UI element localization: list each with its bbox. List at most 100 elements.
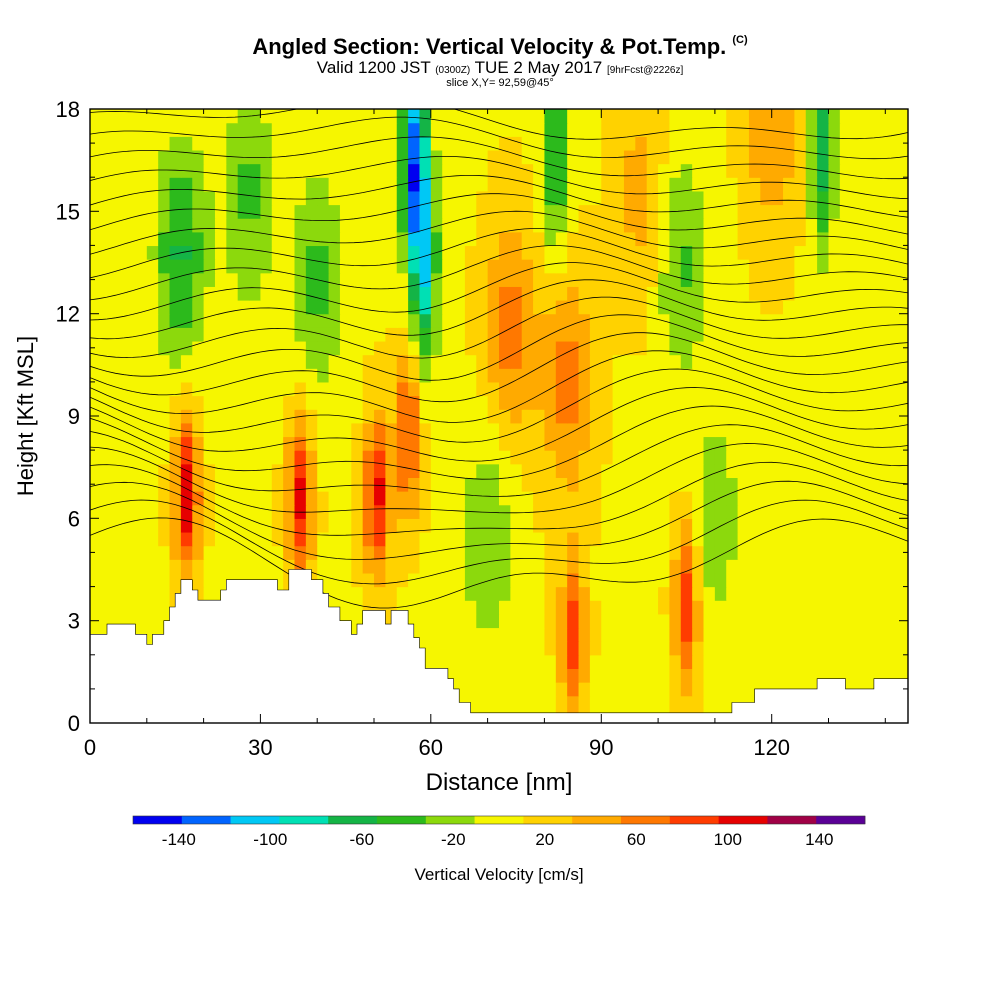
velocity-cell (748, 491, 761, 506)
velocity-cell (533, 409, 546, 424)
velocity-cell (589, 259, 602, 274)
velocity-cell (623, 163, 636, 178)
velocity-cell (112, 559, 125, 574)
velocity-cell (760, 177, 773, 192)
velocity-cell (158, 586, 171, 601)
velocity-cell (646, 559, 659, 574)
velocity-cell (271, 463, 284, 478)
velocity-cell (453, 381, 466, 397)
velocity-cell (805, 491, 818, 506)
velocity-cell (703, 627, 716, 642)
velocity-cell (351, 149, 364, 165)
velocity-cell (351, 327, 364, 342)
velocity-cell (124, 286, 137, 301)
velocity-cell (623, 122, 636, 137)
velocity-cell (374, 600, 386, 615)
velocity-cell (646, 149, 659, 165)
velocity-cell (703, 190, 716, 206)
velocity-cell (180, 354, 193, 369)
velocity-cell (203, 190, 216, 206)
velocity-cell (669, 545, 682, 560)
velocity-cell (124, 136, 137, 151)
velocity-cell (521, 491, 534, 506)
velocity-cell (499, 559, 511, 574)
velocity-cell (339, 245, 352, 260)
velocity-cell (589, 122, 602, 137)
velocity-cell (680, 695, 693, 710)
velocity-cell (612, 436, 625, 451)
velocity-cell (135, 177, 148, 192)
velocity-cell (169, 504, 182, 519)
velocity-cell (499, 354, 511, 369)
velocity-cell (408, 613, 421, 629)
velocity-cell (362, 259, 375, 274)
velocity-cell (203, 163, 216, 178)
velocity-cell (533, 177, 546, 192)
velocity-cell (828, 559, 841, 574)
velocity-cell (305, 518, 318, 533)
velocity-cell (794, 613, 807, 629)
velocity-cell (214, 572, 227, 588)
velocity-cell (499, 477, 511, 492)
velocity-cell (873, 163, 886, 178)
velocity-cell (839, 381, 852, 397)
velocity-cell (794, 409, 807, 424)
velocity-cell (794, 559, 807, 574)
velocity-cell (90, 300, 102, 315)
velocity-cell (703, 586, 716, 601)
velocity-cell (328, 136, 341, 151)
velocity-cell (817, 654, 830, 670)
velocity-cell (680, 327, 693, 342)
velocity-cell (430, 259, 443, 274)
velocity-cell (680, 190, 693, 206)
velocity-cell (487, 368, 500, 383)
velocity-cell (839, 327, 852, 342)
velocity-cell (124, 463, 137, 478)
velocity-cell (544, 204, 557, 219)
velocity-cell (146, 327, 159, 342)
velocity-cell (544, 586, 557, 601)
velocity-cell (192, 231, 205, 247)
velocity-cell (646, 531, 659, 547)
velocity-cell (851, 218, 864, 233)
velocity-cell (817, 177, 830, 192)
velocity-cell (101, 518, 114, 533)
velocity-cell (203, 327, 216, 342)
velocity-cell (226, 231, 239, 247)
velocity-cell (430, 136, 443, 151)
velocity-cell (873, 641, 886, 656)
velocity-cell (283, 259, 296, 274)
velocity-cell (180, 300, 193, 315)
velocity-cell (555, 218, 568, 233)
velocity-cell (442, 559, 455, 574)
velocity-cell (839, 313, 852, 328)
velocity-cell (112, 422, 125, 438)
velocity-cell (555, 450, 568, 465)
velocity-cell (453, 477, 466, 492)
velocity-cell (544, 463, 557, 478)
velocity-cell (726, 122, 739, 137)
velocity-cell (192, 531, 205, 547)
velocity-cell (305, 477, 318, 492)
velocity-cell (578, 613, 591, 629)
velocity-cell (203, 177, 216, 192)
velocity-cell (726, 286, 739, 301)
velocity-cell (487, 327, 500, 342)
velocity-cell (714, 177, 727, 192)
velocity-cell (817, 627, 830, 642)
velocity-cell (305, 122, 318, 137)
velocity-cell (703, 531, 716, 547)
velocity-cell (408, 300, 421, 315)
velocity-cell (589, 354, 602, 369)
velocity-cell (771, 354, 784, 369)
velocity-cell (226, 477, 239, 492)
velocity-cell (612, 627, 625, 642)
velocity-cell (476, 600, 489, 615)
velocity-cell (623, 477, 636, 492)
velocity-cell (783, 422, 795, 438)
velocity-cell (805, 245, 818, 260)
velocity-cell (635, 300, 648, 315)
velocity-cell (408, 586, 421, 601)
velocity-cell (135, 313, 148, 328)
velocity-cell (430, 218, 443, 233)
